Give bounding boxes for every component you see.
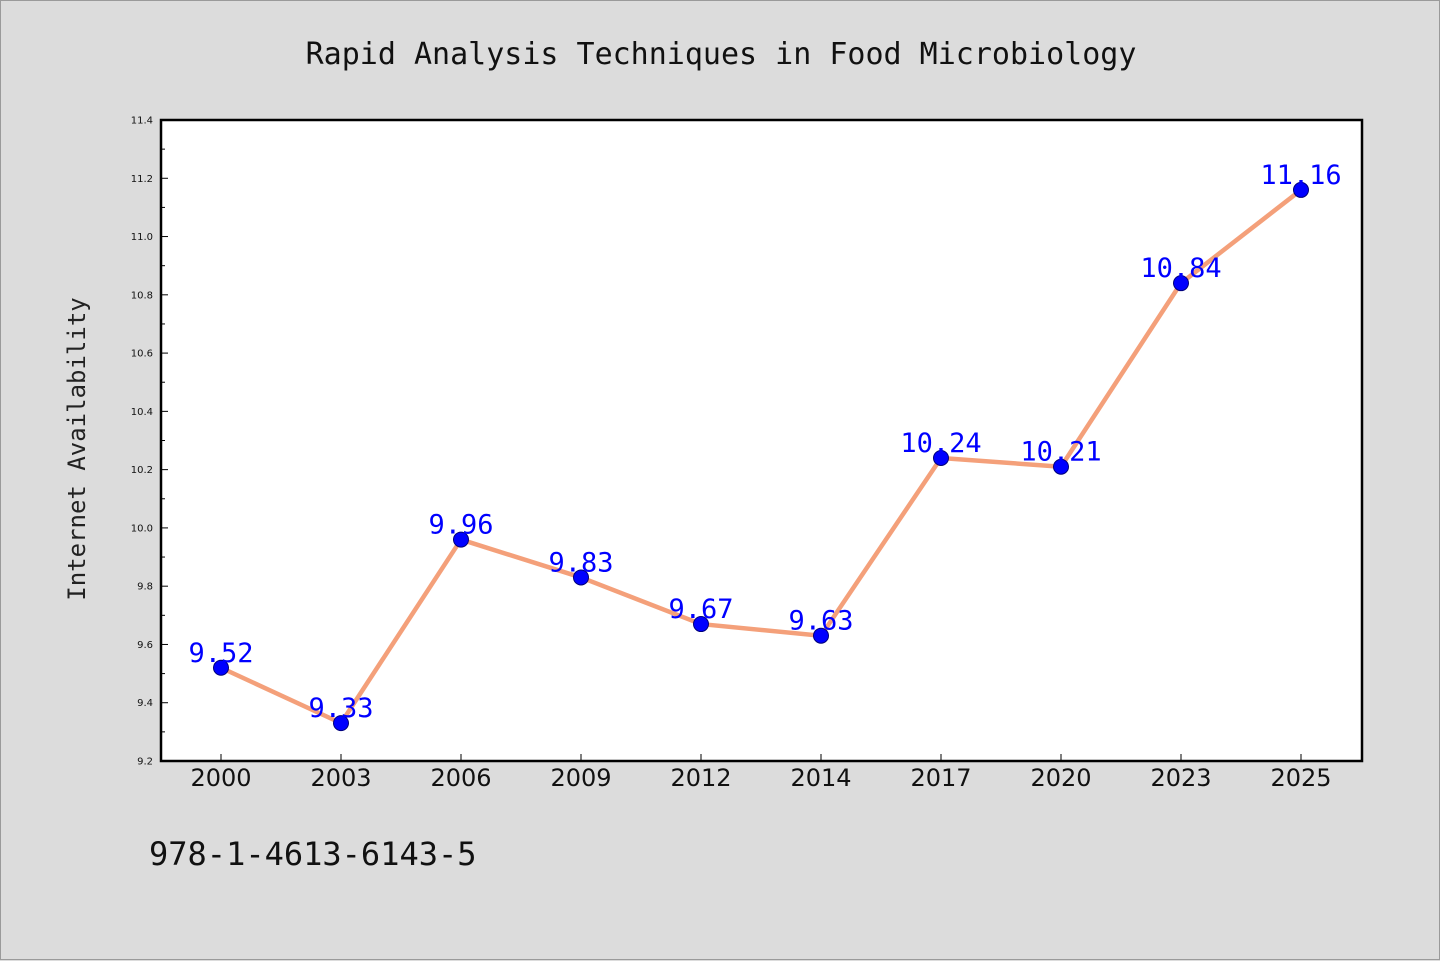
data-label: 9.96 [428,510,493,541]
x-tick-label: 2014 [790,764,851,792]
chart-title: Rapid Analysis Techniques in Food Microb… [306,37,1137,72]
data-label: 9.33 [308,693,373,724]
data-point [333,715,349,732]
plot-frame [159,118,1364,763]
data-point [933,449,949,466]
data-label: 11.16 [1260,160,1341,191]
series-line [218,187,1304,726]
y-tick-label: 10.2 [131,465,153,476]
y-tick-label: 10.8 [131,290,153,301]
x-axis: 2000 2003 2006 2009 2012 2014 2017 2020 2023 2025 [190,754,1332,792]
y-axis: 9.2 9.4 9.6 9.8 10.0 10.2 10.4 10.6 10.8 11.0 11.2… [131,116,168,768]
x-tick-label: 2003 [310,764,371,792]
x-tick-label: 2020 [1030,764,1091,792]
data-label: 9.67 [668,594,733,625]
data-point [813,627,829,644]
data-labels: 9.52 9.33 9.96 9.83 9.67 9.63 10.24 10.21 10.84 1… [188,160,1341,724]
data-point [213,659,229,676]
data-label: 10.84 [1140,253,1221,284]
data-label: 9.63 [788,606,853,637]
data-point [453,531,469,548]
x-tick-label: 2009 [550,764,611,792]
y-tick-label: 9.2 [137,757,153,768]
x-tick-label: 2012 [670,764,731,792]
x-tick-label: 2000 [190,764,251,792]
plot-area [161,120,1362,761]
series-markers [213,181,1309,732]
y-axis-label: Internet Availability [63,297,91,600]
data-label: 10.21 [1020,437,1101,468]
data-point [1173,275,1189,292]
x-tick-label: 2006 [430,764,491,792]
y-tick-label: 10.0 [131,523,153,534]
y-tick-label: 10.4 [131,407,153,418]
data-point [1053,458,1069,475]
y-tick-label: 11.2 [131,174,153,185]
x-tick-label: 2017 [910,764,971,792]
data-point [1293,181,1309,198]
y-tick-label: 9.6 [137,640,153,651]
y-tick-label: 11.4 [131,116,153,127]
data-point [693,616,709,633]
y-tick-label: 10.6 [131,349,153,360]
isbn-text: 978-1-4613-6143-5 [149,835,477,873]
x-tick-label: 2025 [1270,764,1331,792]
y-tick-label: 9.8 [137,582,153,593]
x-tick-label: 2023 [1150,764,1211,792]
data-label: 9.52 [188,638,253,669]
y-tick-label: 11.0 [131,232,153,243]
y-tick-label: 9.4 [137,698,153,709]
data-label: 9.83 [548,547,613,578]
data-label: 10.24 [900,428,981,459]
data-point [573,569,589,586]
